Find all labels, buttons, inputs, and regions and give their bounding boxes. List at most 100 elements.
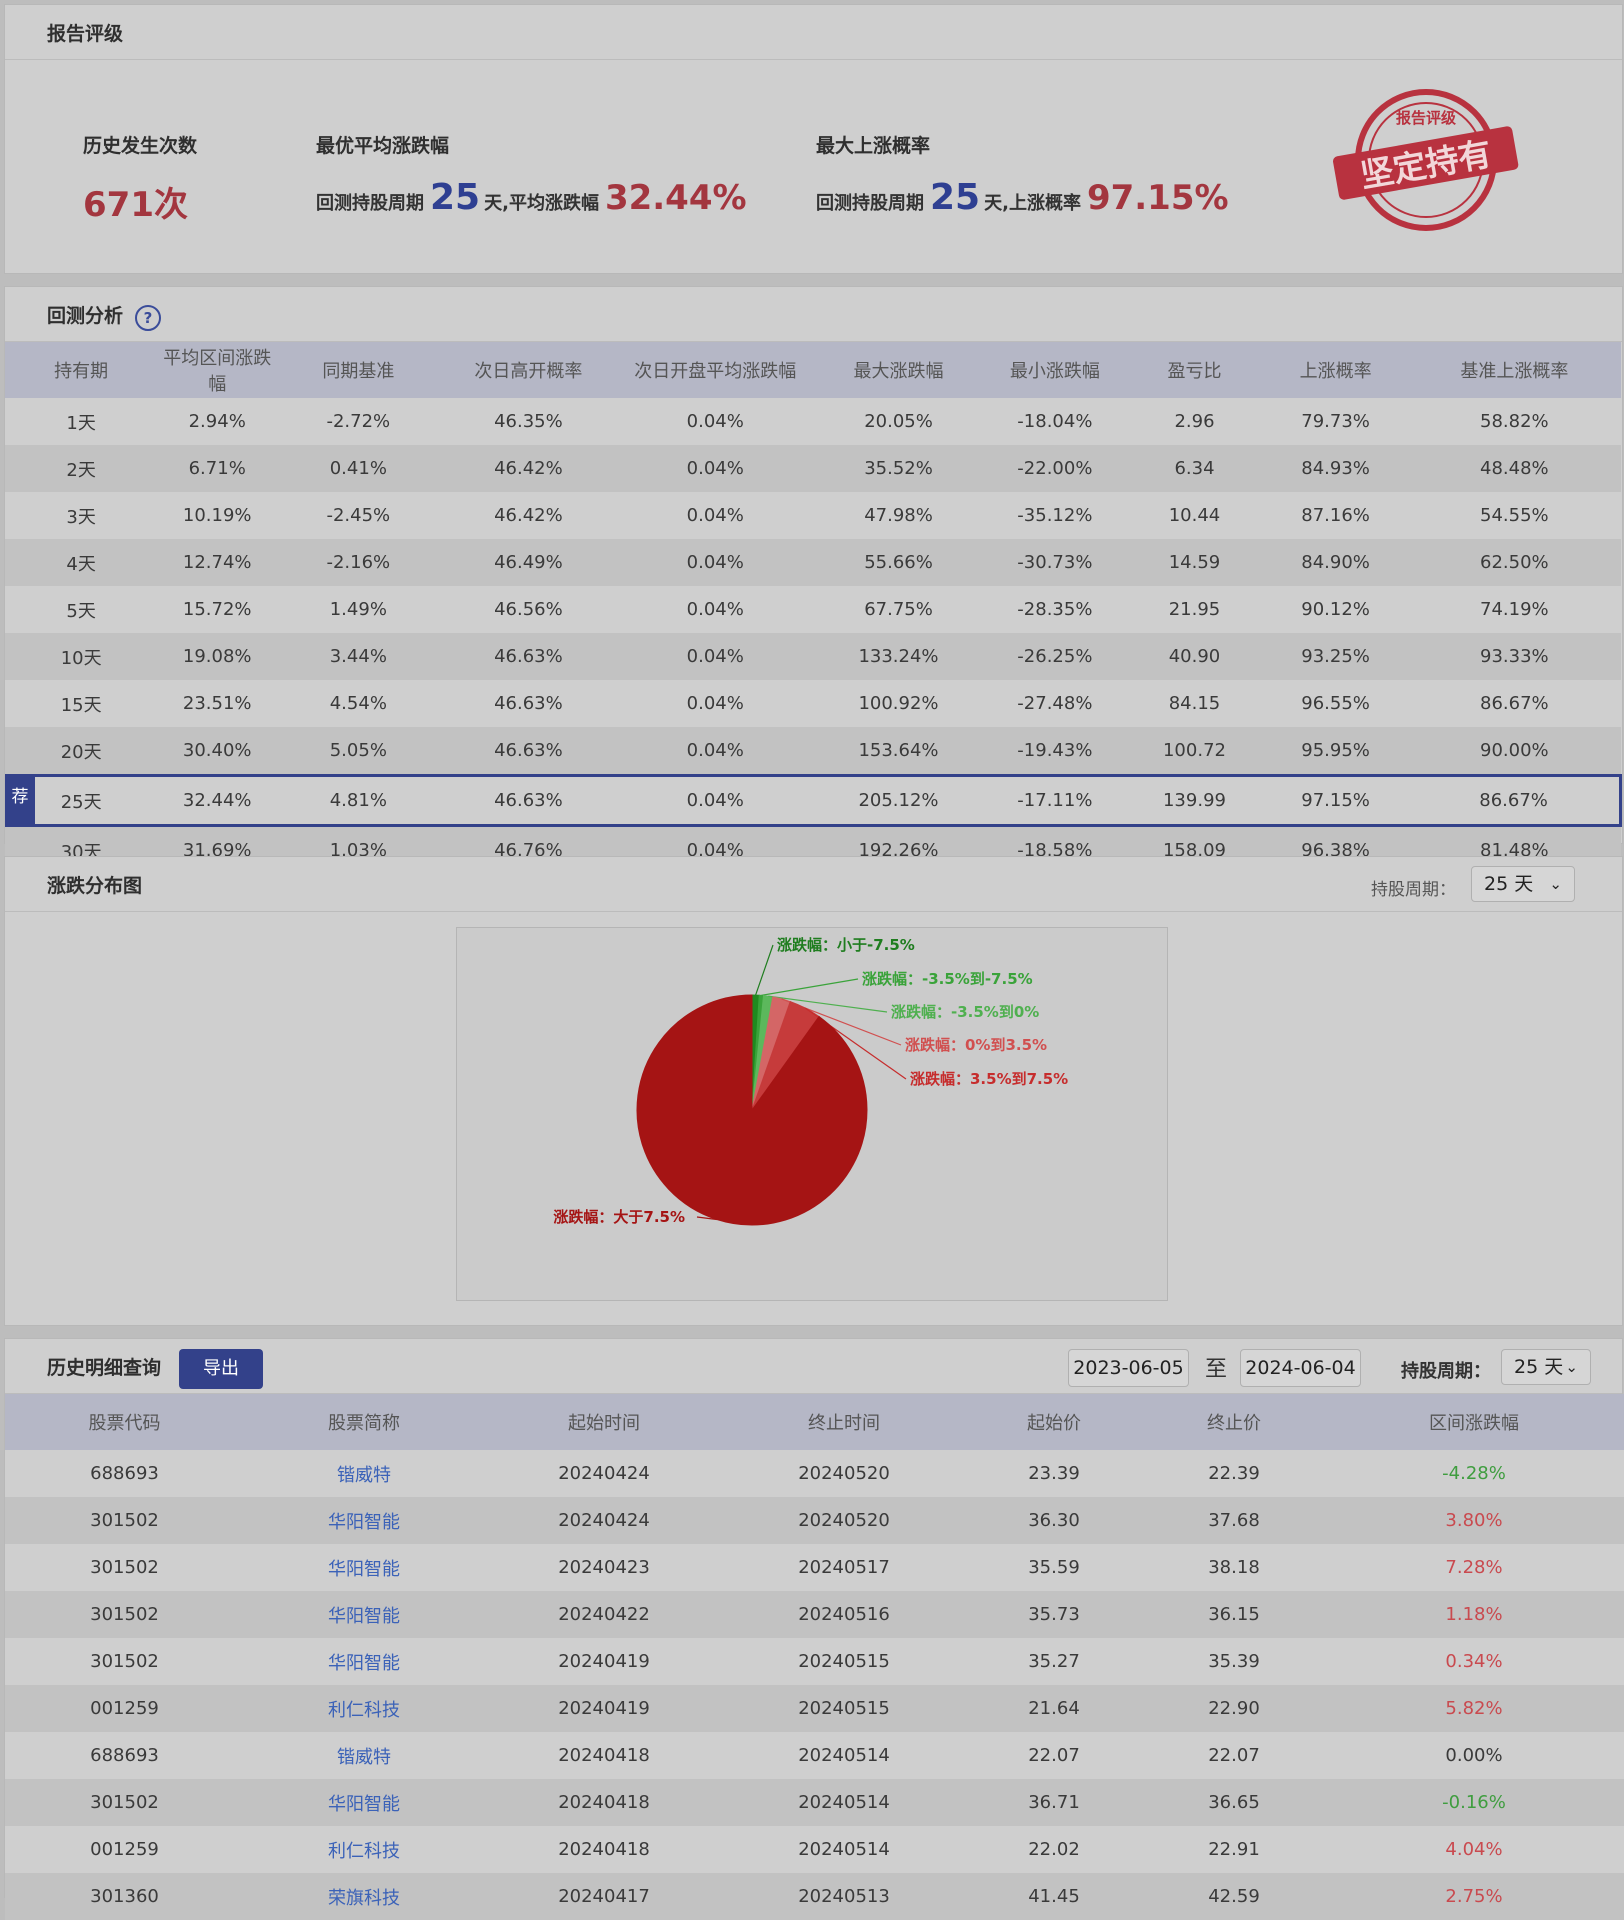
max-prob-value: 97.15% (1086, 178, 1229, 218)
table-row: 301502 华阳智能 20240419 20240515 35.27 35.39 0.34… (5, 1638, 1624, 1685)
table-cell: 35.39 (1144, 1638, 1324, 1685)
table-cell: -30.73% (983, 539, 1126, 586)
backtest-column-header: 同期基准 (277, 342, 440, 398)
table-cell: 84.90% (1263, 539, 1409, 586)
backtest-title: 回测分析 (47, 305, 124, 327)
table-cell: 荣旗科技 (244, 1873, 484, 1920)
table-cell: 20240418 (484, 1826, 724, 1873)
rating-stamp: 报告评级 坚定持有 (1333, 89, 1519, 231)
table-cell: 47.98% (813, 492, 984, 539)
table-cell: -26.25% (983, 633, 1126, 680)
table-cell: 20240422 (484, 1591, 724, 1638)
table-cell: 90.12% (1263, 586, 1409, 633)
table-cell: 35.73 (964, 1591, 1144, 1638)
table-cell: -17.11% (983, 774, 1126, 827)
cell-text: 25天 (60, 791, 102, 813)
backtest-column-header: 持有期 (5, 342, 158, 398)
distribution-chart-box: 涨跌幅：小于-7.5% 涨跌幅：-3.5%到-7.5% 涨跌幅：-3.5%到0% 涨跌… (456, 927, 1168, 1301)
date-range-separator: 至 (1205, 1357, 1228, 1382)
stock-name-link[interactable]: 锴威特 (337, 1746, 391, 1768)
distribution-header: 涨跌分布图 持股周期： 25 天 ⌄ (5, 857, 1622, 912)
table-cell: 37.68 (1144, 1497, 1324, 1544)
pie-slice-label: 涨跌幅：小于-7.5% (777, 936, 915, 954)
pie-leader-line (755, 944, 774, 996)
table-cell: 利仁科技 (244, 1685, 484, 1732)
table-cell: 301502 (5, 1497, 244, 1544)
table-cell: 20240424 (484, 1450, 724, 1497)
stock-name-link[interactable]: 荣旗科技 (328, 1887, 400, 1909)
table-cell: 32.44% (157, 774, 278, 827)
table-cell: 20240514 (724, 1779, 964, 1826)
table-cell: -27.48% (983, 680, 1126, 727)
stock-name-link[interactable]: 华阳智能 (328, 1558, 400, 1580)
table-cell: 20240515 (724, 1685, 964, 1732)
table-cell: 35.27 (964, 1638, 1144, 1685)
stock-name-link[interactable]: 华阳智能 (328, 1605, 400, 1627)
table-cell: 3天 (5, 492, 158, 539)
table-cell: 688693 (5, 1732, 244, 1779)
table-cell: 79.73% (1263, 398, 1409, 445)
distribution-period-select[interactable]: 25 天 ⌄ (1471, 866, 1575, 902)
table-row: 001259 利仁科技 20240419 20240515 21.64 22.90 5.82… (5, 1685, 1624, 1732)
table-cell: 20240419 (484, 1638, 724, 1685)
backtest-column-header: 最大涨跌幅 (813, 342, 984, 398)
table-cell: 华阳智能 (244, 1779, 484, 1826)
table-cell: 95.95% (1263, 727, 1409, 776)
history-column-header: 起始价 (964, 1394, 1144, 1450)
table-cell: 5天 (5, 586, 158, 633)
chevron-down-icon: ⌄ (1549, 875, 1562, 893)
stock-name-link[interactable]: 华阳智能 (328, 1652, 400, 1674)
table-cell: 华阳智能 (244, 1638, 484, 1685)
pie-slice-label: 涨跌幅：-3.5%到0% (891, 1003, 1039, 1021)
table-cell: -28.35% (983, 586, 1126, 633)
history-count-value: 671次 (83, 185, 188, 225)
export-button[interactable]: 导出 (179, 1349, 263, 1389)
report-rating-panel: 报告评级 历史发生次数 671次 最优平均涨跌幅 回测持股周期 25 天,平均涨… (4, 4, 1623, 274)
table-cell: 0.04% (617, 445, 814, 492)
stock-name-link[interactable]: 锴威特 (337, 1464, 391, 1486)
stock-name-link[interactable]: 华阳智能 (328, 1793, 400, 1815)
table-cell: 0.34% (1324, 1638, 1624, 1685)
table-cell: 10天 (5, 633, 158, 680)
stock-name-link[interactable]: 华阳智能 (328, 1511, 400, 1533)
table-cell: 20240417 (484, 1873, 724, 1920)
table-cell: 5.82% (1324, 1685, 1624, 1732)
table-row: 3天 10.19% -2.45% 46.42% 0.04% 47.98% -35.12% 10… (5, 492, 1621, 539)
table-cell: 12.74% (157, 539, 278, 586)
table-cell: -0.16% (1324, 1779, 1624, 1826)
table-row: 301502 华阳智能 20240418 20240514 36.71 36.65 -0.1… (5, 1779, 1624, 1826)
report-rating-header: 报告评级 (5, 5, 1622, 60)
table-row: 001259 利仁科技 20240418 20240514 22.02 22.91 4.04… (5, 1826, 1624, 1873)
stock-name-link[interactable]: 利仁科技 (328, 1840, 400, 1862)
history-header-row: 股票代码 股票简称 起始时间 终止时间 起始价 终止价 区间涨跌幅 (5, 1394, 1624, 1450)
backtest-column-header: 次日高开概率 (439, 342, 618, 398)
table-cell: 46.42% (439, 445, 618, 492)
table-cell: 90.00% (1408, 727, 1621, 776)
table-cell: 20240419 (484, 1685, 724, 1732)
table-cell: 15天 (5, 680, 158, 727)
pie-slice[interactable] (636, 994, 868, 1226)
table-row: 688693 锴威特 20240418 20240514 22.07 22.07 0.00% (5, 1732, 1624, 1779)
history-title: 历史明细查询 (47, 1357, 162, 1379)
table-cell: 20.05% (813, 398, 984, 445)
history-period-select[interactable]: 25 天 ⌄ (1501, 1349, 1591, 1385)
table-cell: 2.96 (1125, 398, 1264, 445)
end-date-input[interactable]: 2024-06-04 (1240, 1349, 1361, 1387)
best-avg-value: 32.44% (604, 178, 747, 218)
table-cell: 1.49% (277, 586, 440, 633)
table-cell: 0.00% (1324, 1732, 1624, 1779)
table-cell: 42.59 (1144, 1873, 1324, 1920)
table-cell: -4.28% (1324, 1450, 1624, 1497)
question-circle-icon[interactable]: ? (135, 305, 161, 331)
backtest-header: 回测分析 ? (5, 287, 1622, 342)
table-cell: 22.39 (1144, 1450, 1324, 1497)
table-cell: 62.50% (1408, 539, 1621, 586)
stamp-top-text: 报告评级 (1396, 109, 1457, 127)
table-cell: 20240517 (724, 1544, 964, 1591)
stock-name-link[interactable]: 利仁科技 (328, 1699, 400, 1721)
start-date-input[interactable]: 2023-06-05 (1068, 1349, 1189, 1387)
table-cell: 20240520 (724, 1450, 964, 1497)
table-cell: 0.04% (617, 633, 814, 680)
table-cell: -18.04% (983, 398, 1126, 445)
pie-slice-label: 涨跌幅：大于7.5% (553, 1208, 685, 1226)
